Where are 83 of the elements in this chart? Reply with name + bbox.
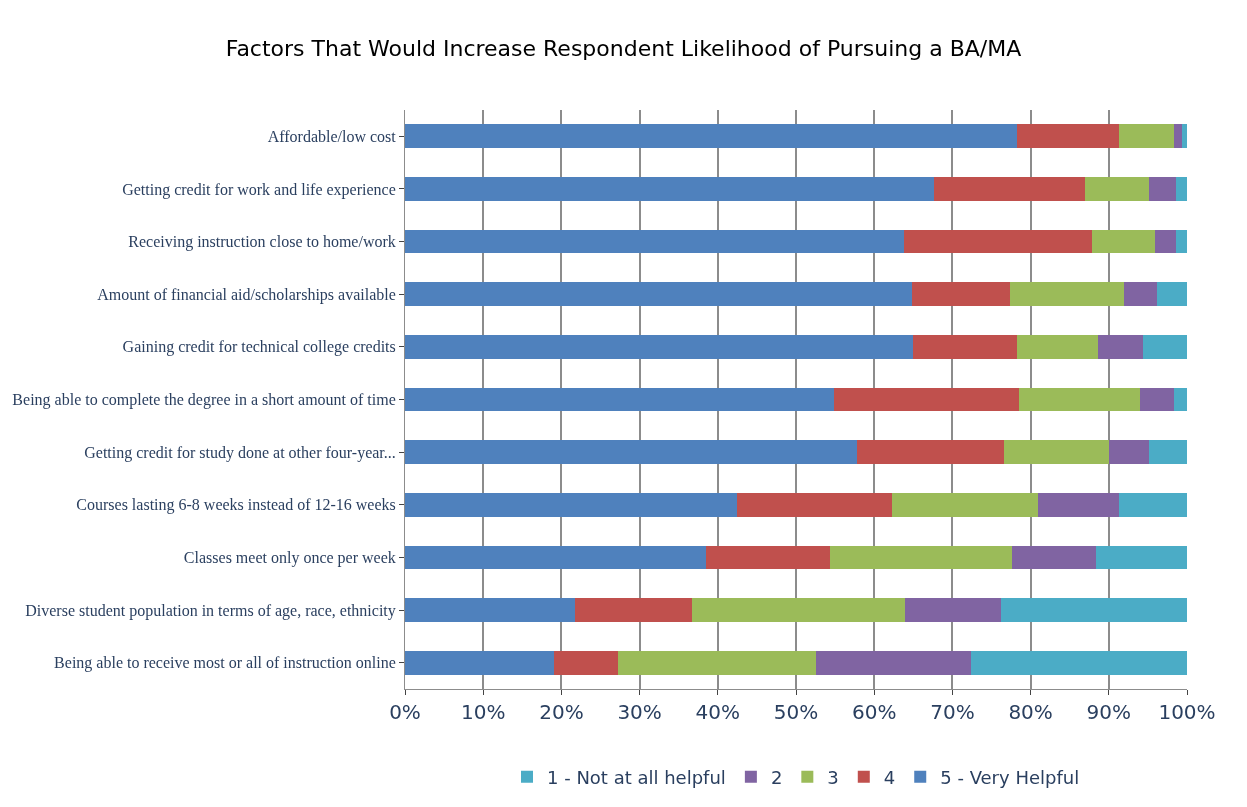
bar (1181, 124, 1187, 149)
bar (1149, 440, 1187, 464)
y-tick-label: Being able to receive most or all of instruction online (54, 654, 396, 673)
bar (405, 650, 555, 675)
y-tick-label: Gaining credit for technical college credits (122, 338, 396, 357)
bar (1108, 440, 1150, 464)
y-tick-label: Being able to complete the degree in a short amount of time (12, 391, 396, 410)
legend-label: 5 - Very Helpful (940, 766, 1080, 788)
bar (1095, 545, 1187, 570)
legend-label: 1 - Not at all helpful (547, 766, 726, 788)
bar (1000, 598, 1187, 622)
bar (892, 492, 1038, 517)
x-tick-label: 60% (851, 700, 897, 724)
bar (405, 545, 707, 570)
x-tick-label: 40% (695, 700, 741, 724)
bar (1154, 229, 1177, 254)
legend-label: 3 (827, 766, 839, 788)
bar (405, 177, 934, 201)
bar (834, 387, 1019, 412)
bar (1017, 335, 1098, 359)
bar (1037, 492, 1119, 517)
bar (706, 545, 830, 570)
legend-label: 4 (883, 766, 896, 788)
bar (1174, 387, 1187, 412)
bar (405, 598, 575, 622)
bar (903, 229, 1093, 254)
y-tick-label: Classes meet only once per week (183, 549, 396, 568)
chart-title: Factors That Would Increase Respondent Likelihood of Pursuing a BA/MA (225, 35, 1022, 61)
bar (405, 229, 904, 254)
x-tick-label: 100% (1158, 700, 1216, 724)
bar (1004, 440, 1109, 464)
bar (405, 124, 1018, 149)
bar (971, 650, 1187, 675)
bar (405, 335, 914, 359)
legend-label: 2 (770, 766, 783, 788)
bar (1118, 124, 1174, 149)
bar (1097, 335, 1144, 359)
bar (574, 598, 692, 622)
bar (405, 440, 857, 464)
bar (1017, 124, 1119, 149)
bar (911, 282, 1011, 307)
bar (904, 598, 1001, 622)
bar (405, 387, 835, 412)
x-tick-label: 70% (930, 700, 975, 724)
bar (1176, 229, 1187, 254)
bar (1176, 177, 1187, 201)
y-tick-label: Getting credit for work and life experience (122, 180, 396, 199)
y-tick-label: Getting credit for study done at other four-year... (84, 443, 396, 462)
bar (1018, 387, 1141, 412)
bar (1085, 177, 1149, 201)
bar (1140, 387, 1175, 412)
bar (913, 335, 1018, 359)
x-tick-label: 90% (1086, 700, 1132, 724)
bar (1124, 282, 1158, 307)
x-tick-label: 20% (539, 700, 584, 724)
bar (1143, 335, 1187, 359)
bar (405, 282, 912, 307)
x-tick-label: 80% (1008, 700, 1053, 724)
x-tick-label: 30% (617, 700, 662, 724)
bar (1092, 229, 1155, 254)
bar (691, 598, 905, 622)
bar (737, 492, 893, 517)
y-tick-label: Courses lasting 6-8 weeks instead of 12-16 weeks (76, 496, 396, 515)
bar (618, 650, 817, 675)
bar (1011, 545, 1096, 570)
bar (1173, 124, 1182, 149)
y-tick-label: Diverse student population in terms of age, race, ethnicity (25, 601, 396, 620)
bar (554, 650, 619, 675)
bar (816, 650, 972, 675)
bar (1118, 492, 1187, 517)
bar (405, 492, 738, 517)
bar (1157, 282, 1187, 307)
bar (829, 545, 1012, 570)
x-tick-label: 50% (773, 700, 819, 724)
y-tick-label: Affordable/low cost (267, 127, 397, 145)
bar (933, 177, 1086, 201)
y-tick-label: Receiving instruction close to home/work (128, 233, 396, 252)
bar (1010, 282, 1125, 307)
x-tick-label: 0% (389, 700, 421, 724)
bar (1148, 177, 1177, 201)
bar (857, 440, 1005, 464)
y-tick-label: Amount of financial aid/scholarships available (97, 285, 396, 304)
x-tick-label: 10% (460, 700, 506, 724)
